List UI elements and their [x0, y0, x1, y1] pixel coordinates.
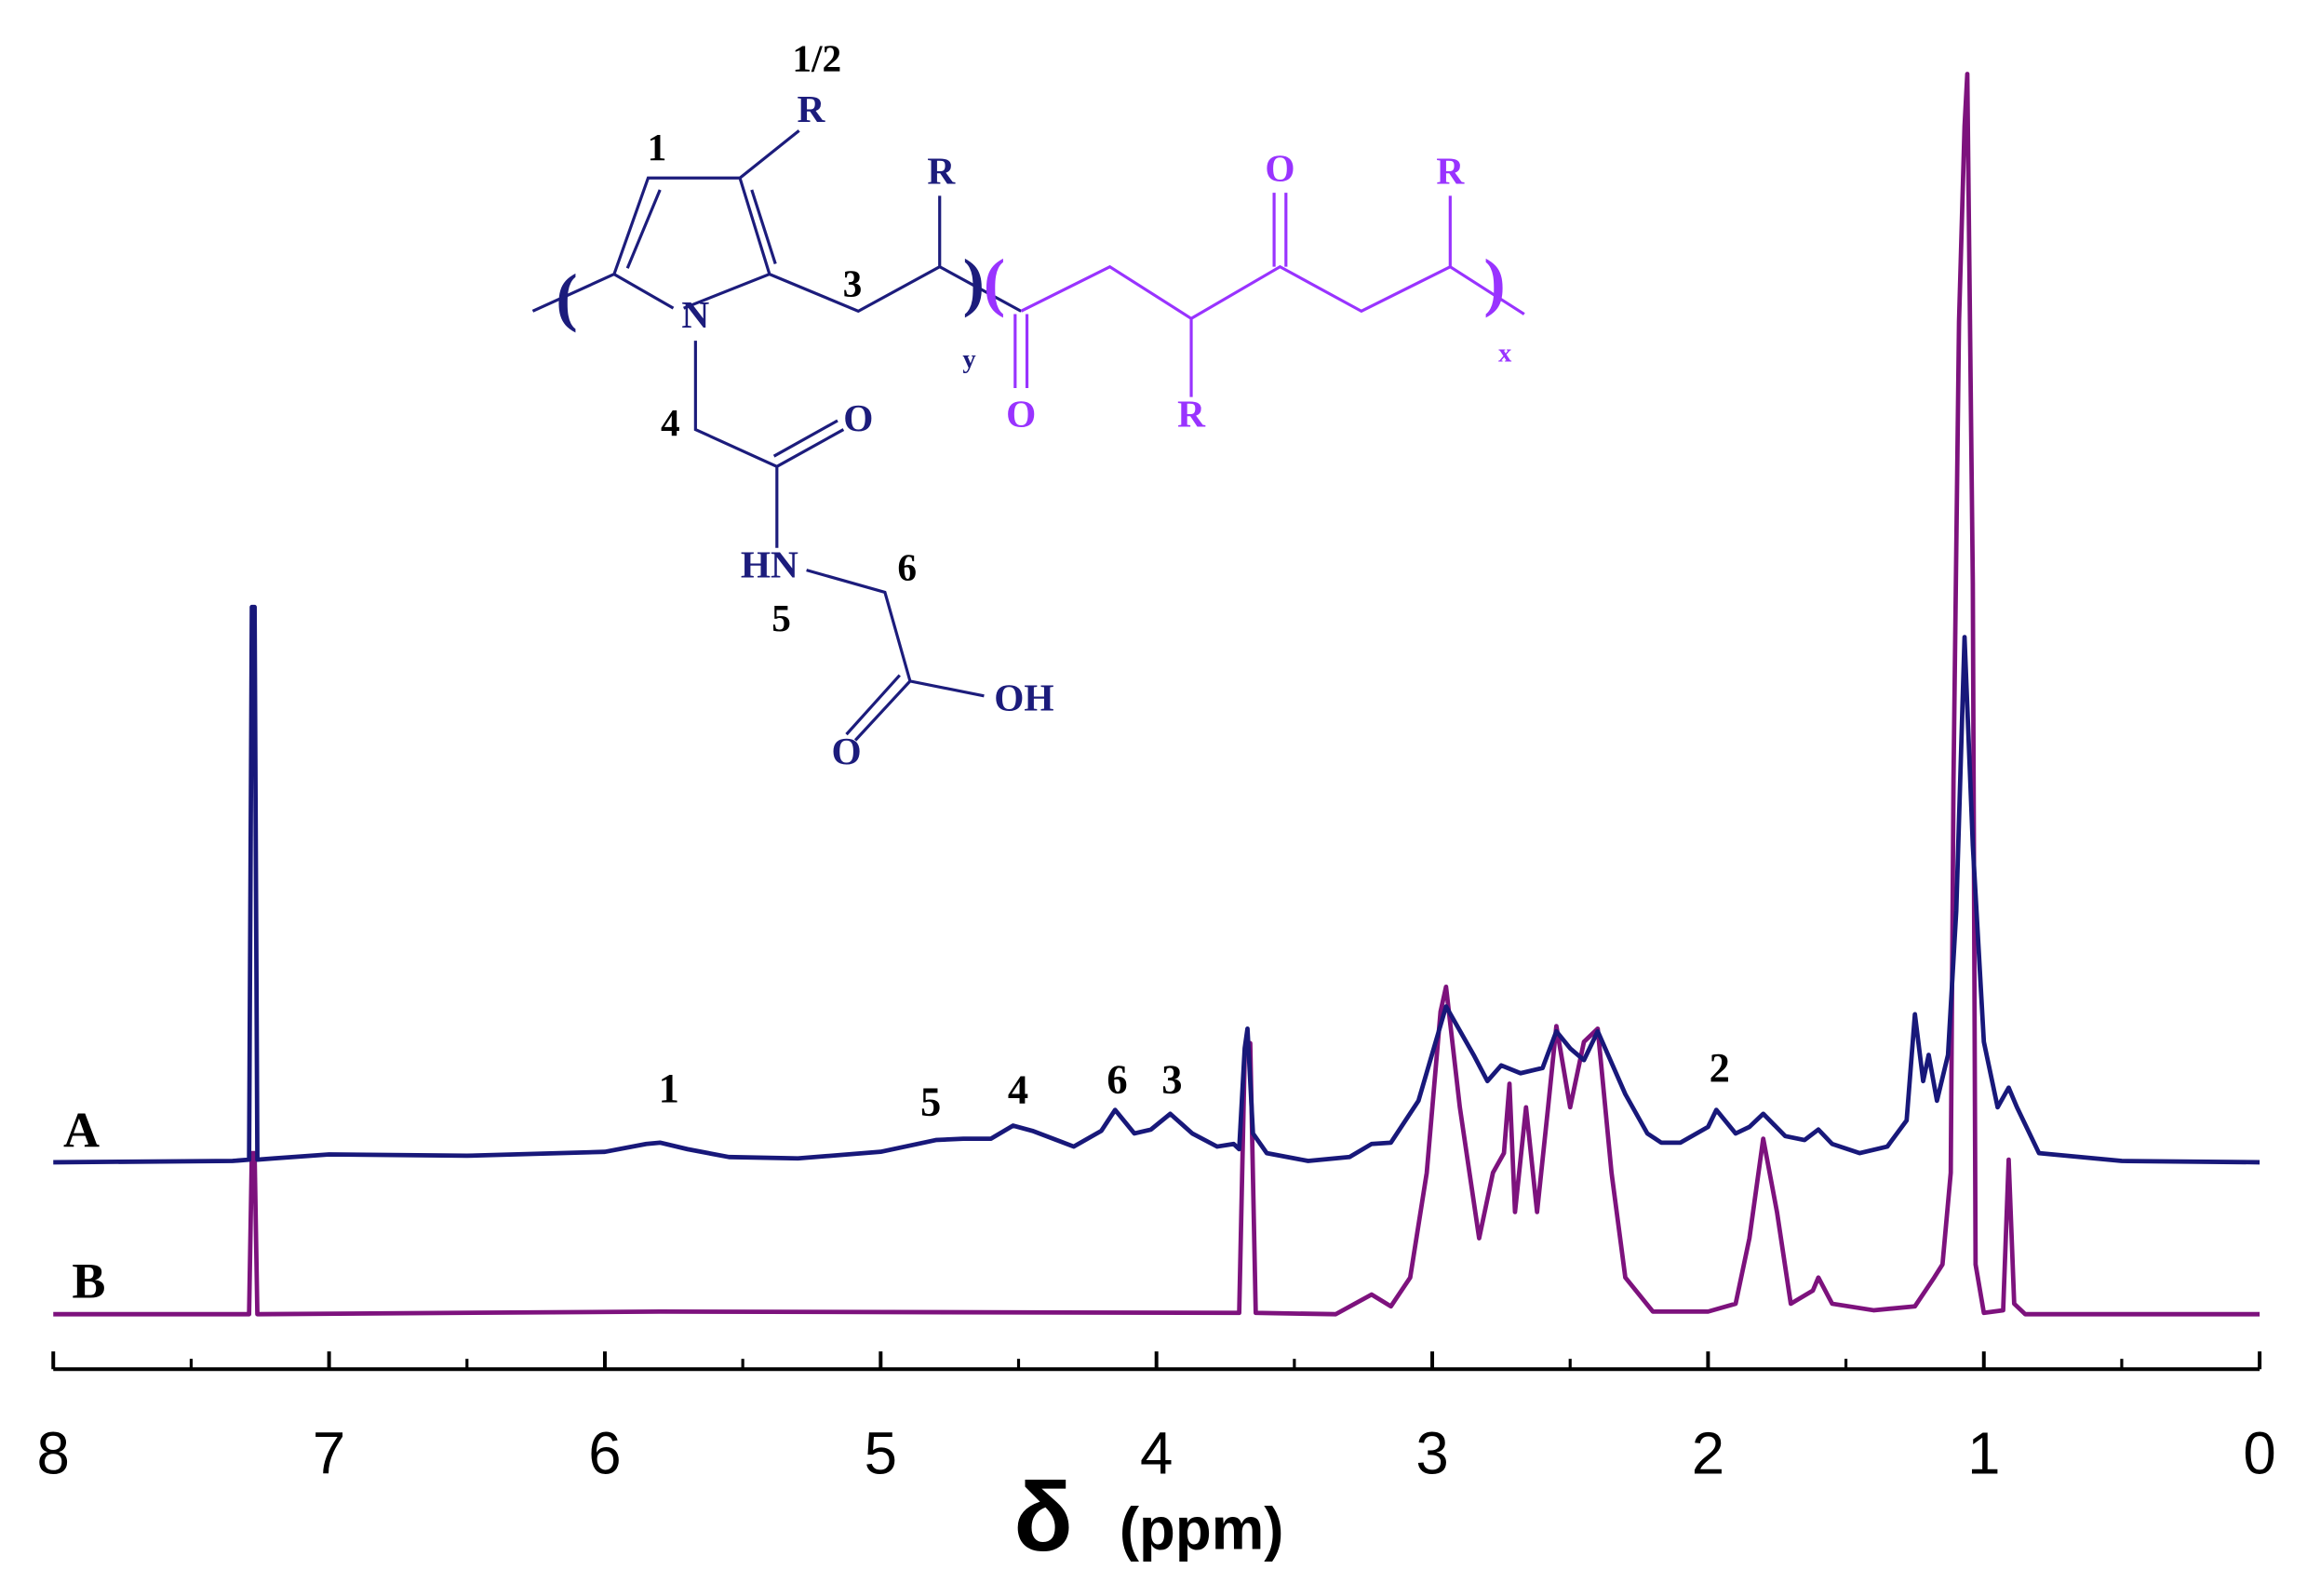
spectrum-line	[53, 72, 2260, 1317]
x-axis-label: δ	[1013, 1463, 1073, 1572]
label: O	[1265, 146, 1294, 189]
label: 6	[897, 546, 917, 589]
label: x	[1498, 339, 1512, 369]
peak-label: 1	[659, 1065, 679, 1111]
peak-label: 6	[1107, 1056, 1127, 1103]
label: 4	[661, 401, 680, 444]
label: R	[1177, 392, 1206, 435]
x-tick-label: 1	[1967, 1420, 2000, 1486]
bonds-blue	[531, 129, 1022, 742]
x-tick-label: 0	[2243, 1420, 2275, 1486]
bonds-purple	[1013, 193, 1525, 397]
peak-label: 2	[1710, 1044, 1730, 1091]
x-tick-label: 4	[1140, 1420, 1173, 1486]
label: O	[831, 730, 861, 772]
label: HN	[741, 543, 798, 586]
x-tick-label: 7	[313, 1420, 345, 1486]
bracket: )	[1483, 248, 1505, 319]
label: 1	[648, 126, 667, 168]
peak-label: 3	[1161, 1056, 1182, 1103]
x-tick-label: 3	[1415, 1420, 1448, 1486]
label: 5	[771, 597, 791, 639]
peak-label: 4	[1008, 1066, 1028, 1113]
label: y	[962, 344, 976, 374]
label: 1/2	[792, 37, 841, 80]
label: R	[1436, 150, 1465, 193]
label: OH	[994, 677, 1053, 719]
x-tick-label: 6	[588, 1420, 621, 1486]
x-tick-label: 8	[37, 1420, 70, 1486]
series-label: B	[72, 1254, 105, 1309]
label: O	[843, 396, 873, 439]
x-tick-label: 2	[1692, 1420, 1724, 1486]
label: R	[797, 87, 825, 130]
label: O	[1006, 392, 1036, 435]
bracket: (	[984, 248, 1005, 319]
peak-label: 5	[920, 1078, 941, 1124]
label: 3	[843, 262, 863, 304]
label: N	[681, 293, 709, 336]
bracket: (	[556, 262, 577, 333]
x-tick-label: 5	[865, 1420, 897, 1486]
label: R	[927, 150, 956, 193]
x-axis-unit: (ppm)	[1120, 1496, 1284, 1562]
series-label: A	[63, 1102, 100, 1158]
structure: ( ) ( ) 1/2 R 1 R 3 N y O R O R x 4 O HN…	[531, 37, 1525, 772]
spectrum-line	[53, 604, 2260, 1165]
bracket: )	[963, 248, 985, 319]
